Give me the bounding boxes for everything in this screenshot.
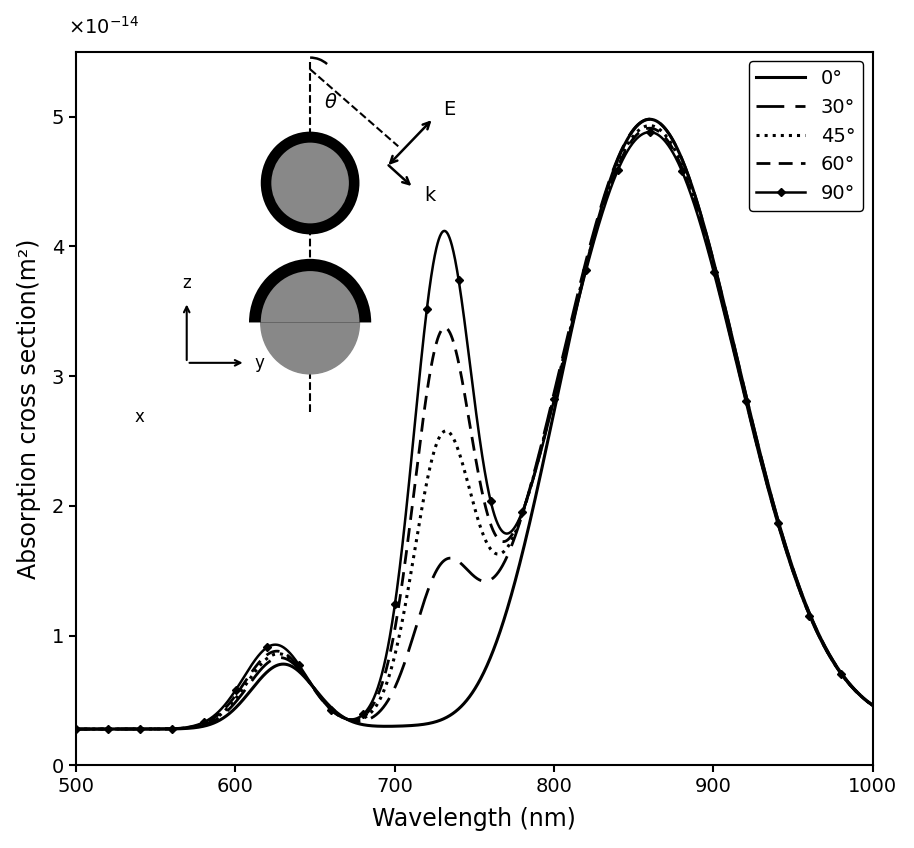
Wedge shape [260,271,359,322]
90° [867,700,878,711]
30° [698,220,709,230]
Line: 90°: 90° [73,129,876,732]
45° [845,680,856,690]
45° [112,724,122,734]
90° [845,680,856,690]
30° [437,557,448,567]
Y-axis label: Absorption cross section(m²): Absorption cross section(m²) [16,238,40,578]
30° [70,724,81,734]
90° [698,231,709,241]
60° [698,227,709,237]
45° [845,679,856,689]
30° [845,678,856,689]
90° [845,680,856,690]
Wedge shape [249,259,371,322]
X-axis label: Wavelength (nm): Wavelength (nm) [373,807,577,831]
30° [458,561,469,571]
60° [867,700,878,711]
90° [70,724,81,734]
0° [698,220,709,230]
0° [70,724,81,734]
60° [70,724,81,734]
0° [112,724,122,734]
0° [845,678,856,689]
60° [437,324,448,334]
30° [845,679,856,689]
90° [644,127,655,137]
30° [867,700,878,711]
0° [644,114,655,125]
90° [112,724,122,734]
Text: z: z [182,274,191,292]
Text: $\times 10^{-14}$: $\times 10^{-14}$ [69,15,140,37]
0° [845,679,856,689]
Text: E: E [442,100,455,119]
0° [437,714,448,724]
90° [458,309,469,319]
Text: $\theta$: $\theta$ [324,92,338,112]
Line: 60°: 60° [76,128,873,729]
60° [845,679,856,689]
Circle shape [260,131,359,234]
60° [458,382,469,393]
Text: y: y [255,354,265,371]
45° [458,462,469,472]
Line: 0°: 0° [76,120,873,729]
Text: x: x [134,408,144,426]
45° [698,226,709,236]
Text: k: k [424,186,436,204]
0° [867,700,878,711]
Circle shape [271,142,349,223]
60° [845,680,856,690]
60° [112,724,122,734]
60° [644,123,655,133]
0° [458,699,469,709]
45° [867,700,878,711]
Line: 30°: 30° [76,119,873,729]
Line: 45°: 45° [76,126,873,729]
Circle shape [260,271,359,374]
45° [437,427,448,438]
Legend: 0°, 30°, 45°, 60°, 90°: 0°, 30°, 45°, 60°, 90° [749,61,863,211]
45° [70,724,81,734]
30° [644,114,655,124]
30° [112,724,122,734]
45° [644,120,655,131]
90° [437,227,448,237]
